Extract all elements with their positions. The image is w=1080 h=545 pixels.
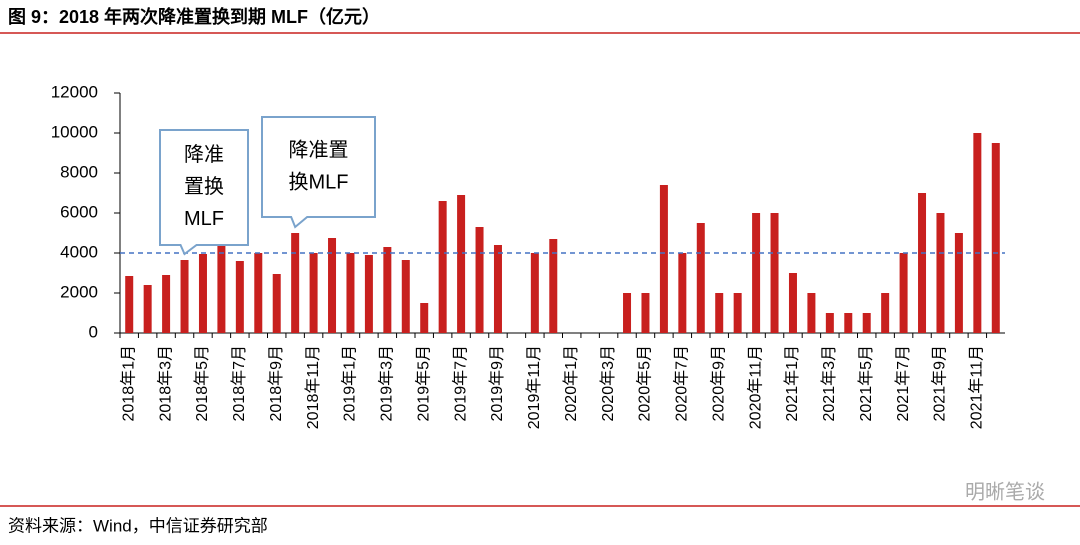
bar [678,253,687,333]
x-tick-label: 2018年11月 [304,345,322,429]
bar [936,213,945,333]
bar [641,293,650,333]
x-tick-label: 2018年7月 [230,345,248,422]
source-note: 资料来源：Wind，中信证券研究部 [8,516,268,535]
bar [475,227,484,333]
bar [364,255,373,333]
bar [254,253,263,333]
x-tick-label: 2018年3月 [156,345,174,422]
bar [991,143,1000,333]
bar [125,276,134,333]
bar [862,313,871,333]
y-tick-label: 0 [89,322,98,341]
bar [954,233,963,333]
callout-box [159,129,249,256]
watermark: 明晰笔谈 [965,480,1045,503]
callout-text: 降准置 [289,138,349,161]
x-tick-label: 2021年9月 [931,345,949,422]
bar [881,293,890,333]
bar [457,195,466,333]
bar [973,133,982,333]
bar [438,201,447,333]
bar [752,213,761,333]
y-tick-label: 8000 [60,162,98,181]
callout-text: MLF [184,208,224,230]
bar [770,213,779,333]
bar [143,285,152,333]
bar [328,238,337,333]
x-tick-label: 2021年7月 [894,345,912,422]
x-tick-label: 2021年5月 [857,345,875,422]
y-tick-label: 12000 [51,82,98,101]
bar [549,239,558,333]
bar [918,193,927,333]
bar [788,273,797,333]
y-tick-label: 2000 [60,282,98,301]
bar [235,261,244,333]
callout-text: 置换 [184,175,224,198]
callout-text: 换MLF [289,170,349,193]
callout-text: 降准 [184,143,224,166]
x-tick-label: 2020年3月 [599,345,617,422]
bar [346,253,355,333]
bar [659,185,668,333]
x-tick-label: 2020年5月 [636,345,654,422]
bar [401,260,410,333]
bar [696,223,705,333]
x-tick-label: 2019年5月 [414,345,432,422]
bar [733,293,742,333]
x-tick-label: 2020年1月 [562,345,580,422]
x-tick-label: 2019年7月 [451,345,469,422]
bar [162,275,171,333]
x-tick-label: 2019年9月 [488,345,506,422]
x-tick-label: 2021年11月 [968,345,986,429]
x-tick-label: 2021年1月 [783,345,801,422]
bar [420,303,429,333]
callout-box [261,116,376,229]
bar [493,245,502,333]
bar [807,293,816,333]
bar [291,233,300,333]
bar [899,253,908,333]
bar [180,260,189,333]
x-tick-label: 2018年9月 [267,345,285,422]
bar [198,254,207,333]
bar [272,274,281,333]
x-tick-label: 2020年11月 [746,345,764,429]
x-tick-label: 2018年1月 [119,345,137,422]
chart-title: 图 9：2018 年两次降准置换到期 MLF（亿元） [8,6,380,27]
bar [715,293,724,333]
bar [825,313,834,333]
x-tick-label: 2020年7月 [673,345,691,422]
x-tick-label: 2018年5月 [193,345,211,422]
bar [530,253,539,333]
bar [623,293,632,333]
bar [217,243,226,333]
y-tick-label: 6000 [60,202,98,221]
x-tick-label: 2019年11月 [525,345,543,429]
x-tick-label: 2021年3月 [820,345,838,422]
bar [844,313,853,333]
bar [383,247,392,333]
y-tick-label: 4000 [60,242,98,261]
y-tick-label: 10000 [51,122,98,141]
x-tick-label: 2020年9月 [709,345,727,422]
x-tick-label: 2019年1月 [341,345,359,422]
x-tick-label: 2019年3月 [378,345,396,422]
bar [309,253,318,333]
